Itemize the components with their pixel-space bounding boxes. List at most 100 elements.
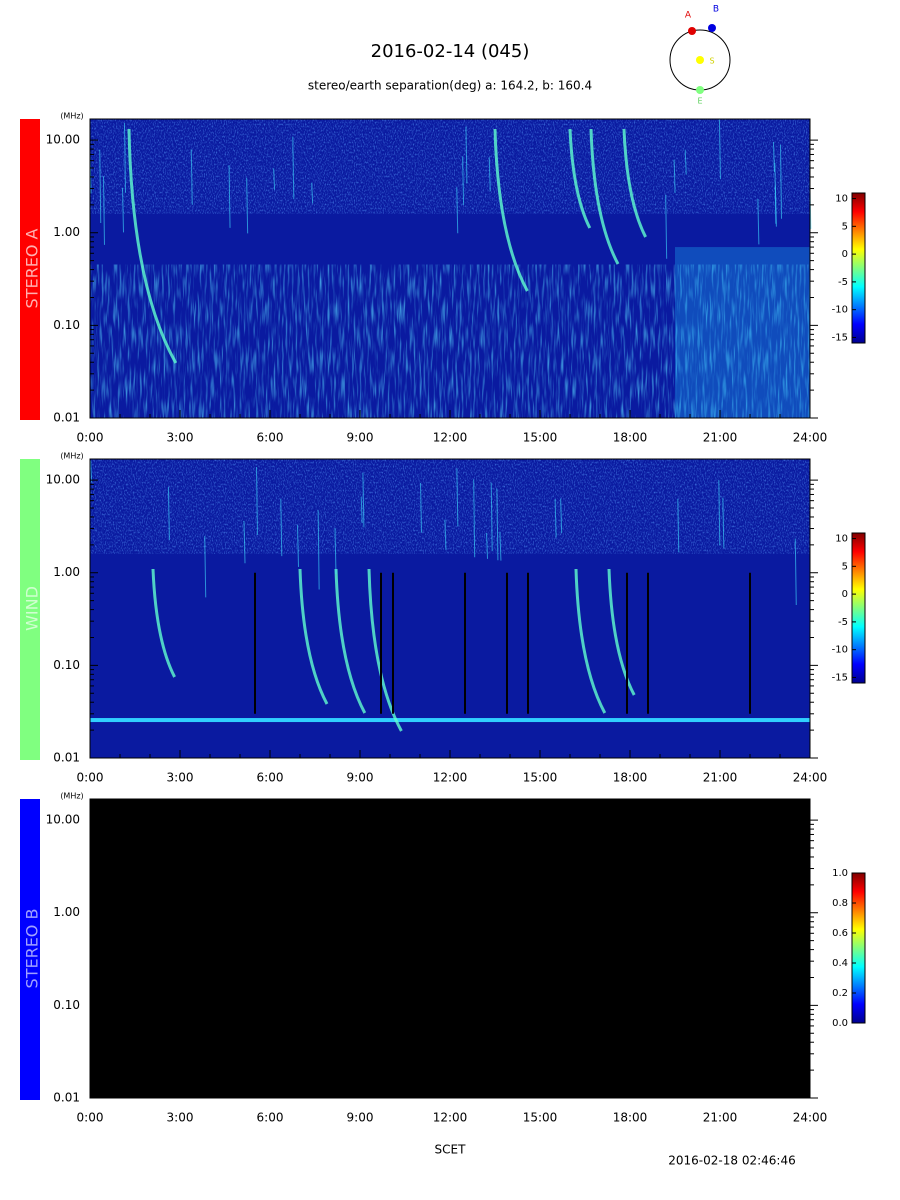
burst-streak: [122, 187, 125, 233]
y-tick-label: 1.00: [53, 225, 80, 239]
x-axis-title: SCET: [435, 1143, 467, 1157]
sun-dot: [696, 56, 704, 64]
burst-streak: [99, 149, 102, 223]
subtitle: stereo/earth separation(deg) a: 164.2, b…: [308, 79, 592, 93]
burst-streak: [488, 157, 491, 192]
burst: [367, 568, 403, 732]
burst-streak: [228, 165, 231, 228]
spectrogram-band: [90, 718, 810, 723]
spectrogram-area: [90, 799, 810, 1098]
colorbar-tick-label: 0: [842, 589, 848, 600]
panel-label: STEREO A: [23, 229, 42, 309]
x-tick-label: 9:00: [347, 431, 374, 445]
panel: STEREO A (MHz) 10.00 1.00 0.10 0.01 0:00 3:00 6:…: [20, 112, 866, 445]
y-tick-label: 0.10: [53, 998, 80, 1012]
earth-dot: [696, 86, 704, 94]
colorbar-tick-label: -5: [838, 617, 848, 628]
x-tick-label: 6:00: [257, 1111, 284, 1125]
panel-label: STEREO B: [23, 909, 42, 989]
orbit-label: S: [709, 57, 714, 66]
panel: WIND (MHz) 10.00 1.00 0.10 0.01 0:00 3:00 6:00 9:…: [20, 452, 866, 785]
burst-streak: [486, 532, 489, 559]
burst-streak: [204, 535, 207, 598]
y-unit-label: (MHz): [60, 792, 83, 801]
x-tick-label: 18:00: [613, 431, 648, 445]
x-tick-label: 0:00: [77, 1111, 104, 1125]
x-tick-label: 15:00: [523, 771, 558, 785]
x-tick-label: 18:00: [613, 771, 648, 785]
spectrogram-noise: [90, 459, 810, 554]
y-tick-label: 0.01: [53, 751, 80, 765]
x-tick-label: 24:00: [793, 771, 828, 785]
timestamp: 2016-02-18 02:46:46: [668, 1154, 795, 1168]
x-tick-label: 3:00: [167, 771, 194, 785]
x-tick-label: 3:00: [167, 1111, 194, 1125]
burst: [151, 568, 176, 678]
burst-streak: [102, 176, 105, 245]
colorbar-tick-label: 0.2: [832, 988, 848, 999]
y-tick-label: 10.00: [46, 813, 80, 827]
burst: [589, 128, 620, 265]
burst-streak: [718, 119, 721, 180]
burst-streak: [722, 497, 725, 549]
panel-label-bar: [20, 459, 40, 760]
x-tick-label: 9:00: [347, 1111, 374, 1125]
orbit-label: E: [697, 97, 702, 106]
burst-streak: [774, 162, 777, 224]
colorbar: [851, 192, 866, 344]
burst-streak: [673, 159, 676, 194]
burst-streak: [90, 460, 93, 483]
colorbar-tick-label: -10: [832, 645, 848, 656]
burst-streak: [757, 198, 760, 245]
burst-streak: [496, 488, 499, 561]
x-tick-label: 12:00: [433, 771, 468, 785]
y-tick-label: 1.00: [53, 565, 80, 579]
burst-streak: [362, 472, 365, 528]
burst-streak: [123, 123, 126, 193]
x-tick-label: 0:00: [77, 771, 104, 785]
burst-streak: [167, 487, 170, 541]
orbit-label: A: [685, 11, 692, 21]
spectrogram-noise: [90, 119, 810, 214]
burst-streak: [718, 479, 721, 546]
y-unit-label: (MHz): [60, 452, 83, 461]
stereo-b-dot: [708, 24, 716, 32]
y-unit-label: (MHz): [60, 112, 83, 121]
x-tick-label: 21:00: [703, 431, 738, 445]
orbit-label: B: [713, 5, 719, 15]
title: 2016-02-14 (045): [371, 41, 530, 62]
x-tick-label: 24:00: [793, 431, 828, 445]
burst: [127, 128, 178, 364]
burst-streak: [677, 498, 680, 553]
y-tick-label: 0.10: [53, 658, 80, 672]
x-tick-label: 0:00: [77, 431, 104, 445]
burst-streak: [465, 126, 468, 184]
burst-streak: [684, 149, 687, 175]
burst-streak: [190, 149, 193, 205]
burst-streak: [456, 187, 459, 234]
burst-streak: [794, 538, 797, 605]
burst: [334, 568, 367, 714]
panel-label-bar: [20, 119, 40, 420]
burst-streak: [297, 525, 300, 567]
panel: STEREO B (MHz) 10.00 1.00 0.10 0.01 0:00 3:00 6:…: [20, 792, 866, 1125]
colorbar-tick-label: 0.4: [832, 958, 848, 969]
burst-streak: [246, 177, 249, 234]
burst-streak: [473, 479, 476, 558]
burst-streak: [311, 182, 314, 204]
spectrogram-noise: [90, 264, 810, 418]
y-tick-label: 0.01: [53, 411, 80, 425]
spectrogram-glow: [675, 247, 810, 418]
colorbar-tick-label: -15: [832, 672, 848, 683]
orbit-diagram: A B S E: [669, 5, 731, 106]
x-tick-label: 15:00: [523, 1111, 558, 1125]
x-tick-label: 12:00: [433, 1111, 468, 1125]
x-tick-label: 21:00: [703, 1111, 738, 1125]
x-tick-label: 9:00: [347, 771, 374, 785]
stereo-a-dot: [688, 27, 696, 35]
burst-streak: [779, 144, 782, 219]
x-tick-label: 21:00: [703, 771, 738, 785]
colorbar-tick-label: 0.8: [832, 898, 848, 909]
burst: [568, 128, 592, 229]
colorbar-tick-label: -10: [832, 305, 848, 316]
